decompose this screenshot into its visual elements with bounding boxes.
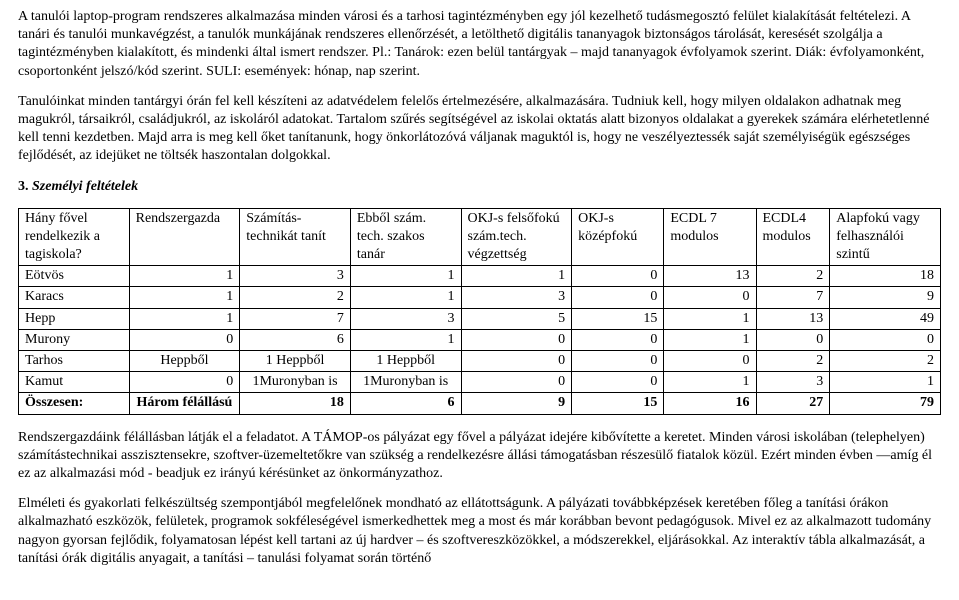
col-header: ECDL4 modulos [756, 208, 830, 266]
sum-cell: 15 [572, 393, 664, 414]
row-cell: 1 [350, 287, 461, 308]
row-cell: 3 [756, 372, 830, 393]
row-cell: 0 [572, 329, 664, 350]
paragraph-2: Tanulóinkat minden tantárgyi órán fel ke… [18, 93, 941, 166]
paragraph-1: A tanulói laptop-program rendszeres alka… [18, 8, 941, 81]
row-cell: 1 [350, 266, 461, 287]
row-cell: 3 [461, 287, 572, 308]
row-cell: 7 [756, 287, 830, 308]
col-header: Hány fővel rendelkezik a tagiskola? [19, 208, 130, 266]
sum-cell: Három félállású [129, 393, 240, 414]
staff-table: Hány fővel rendelkezik a tagiskola? Rend… [18, 208, 941, 415]
row-cell: Heppből [129, 351, 240, 372]
row-cell: 15 [572, 308, 664, 329]
table-row: TarhosHeppből1 Heppből1 Heppből00022 [19, 351, 941, 372]
row-name: Murony [19, 329, 130, 350]
table-row: Murony06100100 [19, 329, 941, 350]
row-cell: 0 [572, 372, 664, 393]
row-cell: 2 [830, 351, 941, 372]
row-name: Eötvös [19, 266, 130, 287]
row-cell: 13 [664, 266, 756, 287]
row-cell: 2 [756, 266, 830, 287]
row-cell: 1 [830, 372, 941, 393]
row-cell: 18 [830, 266, 941, 287]
row-cell: 3 [350, 308, 461, 329]
row-cell: 1 [129, 287, 240, 308]
row-name: Karacs [19, 287, 130, 308]
row-cell: 0 [461, 372, 572, 393]
row-cell: 2 [240, 287, 351, 308]
row-cell: 7 [240, 308, 351, 329]
table-row: Karacs12130079 [19, 287, 941, 308]
sum-cell: 18 [240, 393, 351, 414]
row-cell: 13 [756, 308, 830, 329]
row-cell: 0 [756, 329, 830, 350]
section-heading: 3. Személyi feltételek [18, 178, 941, 196]
table-header-row: Hány fővel rendelkezik a tagiskola? Rend… [19, 208, 941, 266]
col-header: ECDL 7 modulos [664, 208, 756, 266]
row-cell: 1 [664, 372, 756, 393]
row-name: Kamut [19, 372, 130, 393]
row-cell: 0 [830, 329, 941, 350]
col-header: Rendszergazda [129, 208, 240, 266]
table-row: Kamut01Muronyban is1Muronyban is00131 [19, 372, 941, 393]
row-cell: 0 [461, 351, 572, 372]
row-cell: 0 [572, 287, 664, 308]
row-cell: 0 [129, 372, 240, 393]
row-cell: 2 [756, 351, 830, 372]
section-number: 3. [18, 179, 29, 194]
sum-cell: 6 [350, 393, 461, 414]
col-header: Számítás-technikát tanít [240, 208, 351, 266]
row-name: Hepp [19, 308, 130, 329]
row-cell: 6 [240, 329, 351, 350]
table-row: Eötvös1311013218 [19, 266, 941, 287]
col-header: OKJ-s felsőfokú szám.tech. végzettség [461, 208, 572, 266]
table-row: Hepp17351511349 [19, 308, 941, 329]
row-cell: 0 [129, 329, 240, 350]
row-cell: 0 [664, 287, 756, 308]
row-cell: 3 [240, 266, 351, 287]
sum-cell: 27 [756, 393, 830, 414]
section-title: Személyi feltételek [32, 179, 138, 194]
row-cell: 1Muronyban is [350, 372, 461, 393]
col-header: Ebből szám. tech. szakos tanár [350, 208, 461, 266]
row-cell: 0 [664, 351, 756, 372]
row-cell: 1Muronyban is [240, 372, 351, 393]
row-cell: 0 [572, 351, 664, 372]
row-cell: 1 [664, 308, 756, 329]
row-cell: 1 [350, 329, 461, 350]
sum-cell: 79 [830, 393, 941, 414]
row-cell: 1 [129, 308, 240, 329]
row-cell: 49 [830, 308, 941, 329]
sum-label: Összesen: [19, 393, 130, 414]
paragraph-4: Elméleti és gyakorlati felkészültség sze… [18, 495, 941, 568]
sum-cell: 16 [664, 393, 756, 414]
row-cell: 1 Heppből [240, 351, 351, 372]
row-name: Tarhos [19, 351, 130, 372]
row-cell: 5 [461, 308, 572, 329]
row-cell: 0 [461, 329, 572, 350]
table-sum-row: Összesen: Három félállású 18 6 9 15 16 2… [19, 393, 941, 414]
col-header: Alapfokú vagy felhasználói szintű [830, 208, 941, 266]
row-cell: 0 [572, 266, 664, 287]
sum-cell: 9 [461, 393, 572, 414]
row-cell: 1 [664, 329, 756, 350]
row-cell: 1 Heppből [350, 351, 461, 372]
row-cell: 1 [461, 266, 572, 287]
row-cell: 9 [830, 287, 941, 308]
row-cell: 1 [129, 266, 240, 287]
col-header: OKJ-s középfokú [572, 208, 664, 266]
paragraph-3: Rendszergazdáink félállásban látják el a… [18, 429, 941, 484]
